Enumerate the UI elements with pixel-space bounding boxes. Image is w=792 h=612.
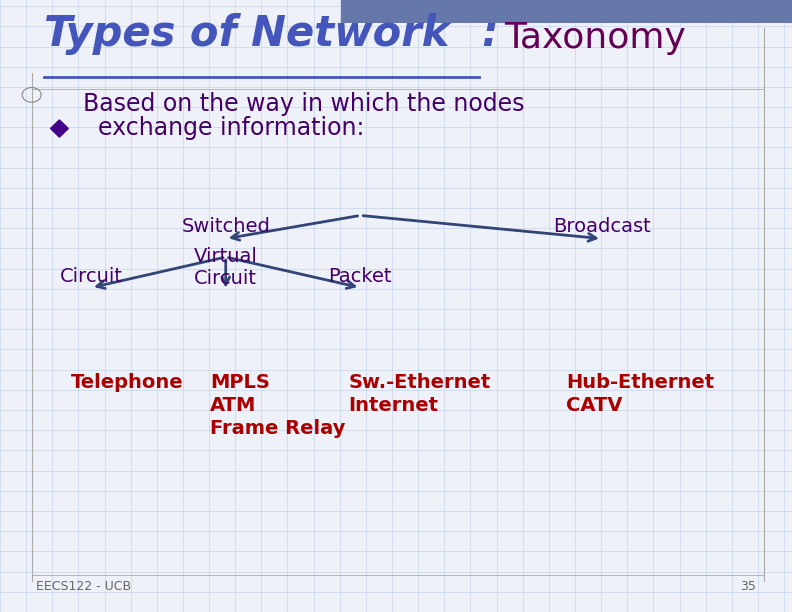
Text: Virtual
Circuit: Virtual Circuit bbox=[194, 247, 257, 288]
Text: Types of Network: Types of Network bbox=[44, 13, 449, 55]
Text: 35: 35 bbox=[741, 580, 756, 593]
Text: Hub-Ethernet
CATV: Hub-Ethernet CATV bbox=[566, 373, 714, 415]
Bar bbox=[341, 0, 792, 23]
Text: MPLS
ATM
Frame Relay: MPLS ATM Frame Relay bbox=[210, 373, 345, 438]
Text: Circuit: Circuit bbox=[59, 267, 123, 286]
Text: Sw.-Ethernet
Internet: Sw.-Ethernet Internet bbox=[348, 373, 491, 415]
Polygon shape bbox=[51, 120, 68, 137]
Text: Broadcast: Broadcast bbox=[553, 217, 651, 236]
Text: Switched: Switched bbox=[181, 217, 270, 236]
Text: Telephone: Telephone bbox=[71, 373, 184, 392]
Text: Packet: Packet bbox=[329, 267, 392, 286]
Text: :: : bbox=[482, 13, 498, 55]
Text: EECS122 - UCB: EECS122 - UCB bbox=[36, 580, 131, 593]
Text: exchange information:: exchange information: bbox=[83, 116, 364, 140]
Text: Based on the way in which the nodes: Based on the way in which the nodes bbox=[83, 92, 524, 116]
Text: Taxonomy: Taxonomy bbox=[504, 21, 686, 55]
